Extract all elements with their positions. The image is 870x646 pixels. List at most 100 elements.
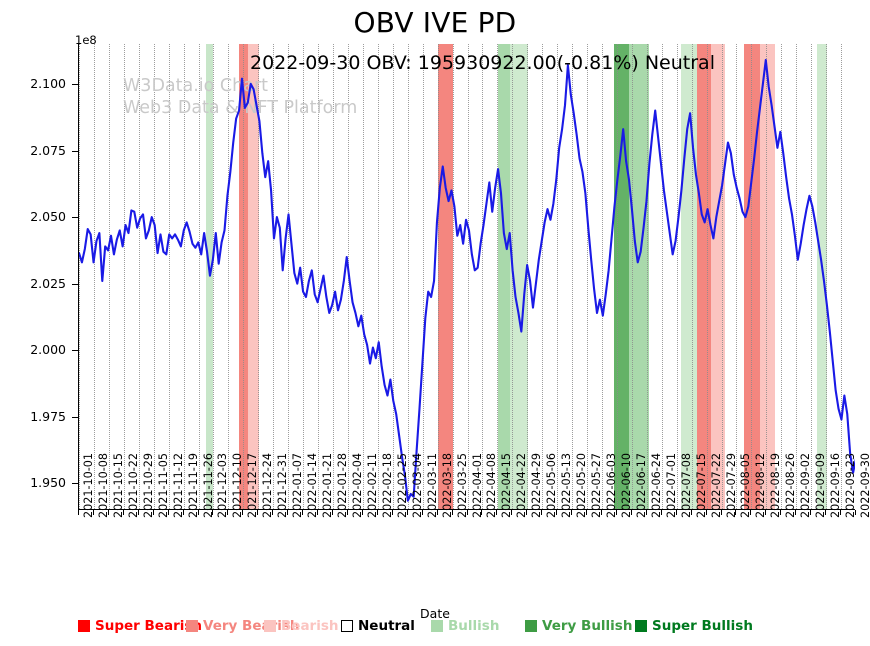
x-tick-mark bbox=[137, 510, 139, 515]
gridline bbox=[587, 44, 589, 509]
x-tick-label: 2021-10-15 bbox=[111, 452, 125, 518]
x-tick-mark bbox=[720, 510, 722, 515]
gridline bbox=[572, 44, 574, 509]
x-tick-mark bbox=[795, 510, 797, 515]
sentiment-band bbox=[239, 44, 248, 509]
x-tick-mark bbox=[421, 510, 423, 515]
legend-item[interactable]: Super Bearish bbox=[78, 618, 202, 634]
gridline bbox=[601, 44, 603, 509]
x-tick-mark bbox=[257, 510, 259, 515]
x-tick-mark bbox=[212, 510, 214, 515]
sentiment-band bbox=[759, 44, 776, 509]
gridline bbox=[467, 44, 469, 509]
y-tick-mark bbox=[72, 217, 78, 219]
gridline bbox=[437, 44, 439, 509]
gridline bbox=[273, 44, 275, 509]
gridline bbox=[781, 44, 783, 509]
x-tick-mark bbox=[630, 510, 632, 515]
x-tick-label: 2021-10-22 bbox=[126, 452, 140, 518]
x-tick-label: 2022-05-13 bbox=[560, 452, 574, 518]
y-tick-label: 2.100 bbox=[30, 75, 66, 91]
x-tick-mark bbox=[272, 510, 274, 515]
x-tick-mark bbox=[586, 510, 588, 515]
x-tick-mark bbox=[705, 510, 707, 515]
x-tick-label: 2021-11-12 bbox=[171, 452, 185, 518]
y-tick-mark bbox=[72, 416, 78, 418]
legend-label: Neutral bbox=[358, 618, 415, 634]
x-tick-label: 2022-09-16 bbox=[829, 452, 843, 518]
x-tick-mark bbox=[376, 510, 378, 515]
gridline bbox=[168, 44, 170, 509]
gridline bbox=[333, 44, 335, 509]
legend-swatch bbox=[186, 620, 198, 632]
x-tick-mark bbox=[571, 510, 573, 515]
gridline bbox=[631, 44, 633, 509]
x-tick-mark bbox=[182, 510, 184, 515]
x-tick-label: 2022-02-04 bbox=[350, 452, 364, 518]
gridline bbox=[482, 44, 484, 509]
x-tick-label: 2022-04-15 bbox=[500, 452, 514, 518]
watermark-line-1: W3Data.io Chart bbox=[123, 76, 269, 96]
gridline bbox=[751, 44, 753, 509]
y-axis-ticks: 1.950 1.975 2.000 2.025 2.050 2.075 2.100 bbox=[0, 44, 78, 510]
x-tick-label: 2022-08-26 bbox=[784, 452, 798, 518]
x-tick-mark bbox=[451, 510, 453, 515]
x-tick-label: 2021-11-05 bbox=[156, 452, 170, 518]
x-tick-mark bbox=[167, 510, 169, 515]
gridline bbox=[616, 44, 618, 509]
gridline bbox=[706, 44, 708, 509]
x-tick-label: 2022-05-06 bbox=[545, 452, 559, 518]
legend-swatch bbox=[525, 620, 537, 632]
x-tick-label: 2022-06-10 bbox=[619, 452, 633, 518]
x-tick-label: 2021-10-01 bbox=[82, 452, 95, 518]
x-tick-label: 2022-02-18 bbox=[380, 452, 394, 518]
gridline bbox=[811, 44, 813, 509]
x-tick-label: 2022-01-07 bbox=[291, 452, 305, 518]
gridline bbox=[766, 44, 768, 509]
gridline bbox=[79, 44, 80, 509]
gridline bbox=[198, 44, 200, 509]
x-tick-mark bbox=[750, 510, 752, 515]
y-tick-mark bbox=[72, 150, 78, 152]
gridline bbox=[362, 44, 364, 509]
legend-item[interactable]: Super Bullish bbox=[635, 618, 753, 634]
x-tick-mark bbox=[436, 510, 438, 515]
x-tick-mark bbox=[675, 510, 677, 515]
legend-item[interactable]: Bearish bbox=[264, 618, 339, 634]
x-tick-label: 2021-11-19 bbox=[186, 452, 200, 518]
x-axis-ticks: 2021-10-01 2021-10-08 2021-10-15 2021-10-22… bbox=[78, 453, 870, 606]
gridline bbox=[108, 44, 110, 509]
gridline bbox=[691, 44, 693, 509]
x-tick-label: 2022-04-01 bbox=[470, 452, 484, 518]
legend-item[interactable]: Very Bullish bbox=[525, 618, 632, 634]
x-tick-mark bbox=[92, 510, 94, 515]
x-tick-mark bbox=[287, 510, 289, 515]
x-tick-label: 2022-07-22 bbox=[709, 452, 723, 518]
gridline bbox=[377, 44, 379, 509]
gridline bbox=[407, 44, 409, 509]
x-tick-mark bbox=[78, 510, 79, 515]
sentiment-band bbox=[205, 44, 213, 509]
legend-swatch bbox=[264, 620, 276, 632]
legend-item[interactable]: Bullish bbox=[431, 618, 499, 634]
x-tick-mark bbox=[511, 510, 513, 515]
y-tick-label: 2.050 bbox=[30, 209, 66, 225]
x-tick-mark bbox=[391, 510, 393, 515]
x-tick-label: 2021-11-26 bbox=[201, 452, 215, 518]
obv-line-path bbox=[79, 58, 855, 502]
y-tick-label: 1.950 bbox=[30, 475, 66, 491]
gridline bbox=[796, 44, 798, 509]
legend-label: Very Bullish bbox=[542, 618, 633, 634]
x-tick-mark bbox=[526, 510, 528, 515]
x-tick-label: 2022-08-12 bbox=[754, 452, 768, 518]
x-tick-mark bbox=[615, 510, 617, 515]
gridline bbox=[452, 44, 454, 509]
x-tick-mark bbox=[735, 510, 737, 515]
sentiment-band bbox=[497, 44, 511, 509]
x-tick-label: 2022-05-20 bbox=[575, 452, 589, 518]
legend-item[interactable]: Neutral bbox=[341, 618, 415, 634]
x-tick-label: 2022-05-27 bbox=[590, 452, 604, 518]
x-tick-label: 2021-12-31 bbox=[276, 452, 290, 518]
x-tick-mark bbox=[481, 510, 483, 515]
x-tick-label: 2022-09-09 bbox=[814, 452, 828, 518]
